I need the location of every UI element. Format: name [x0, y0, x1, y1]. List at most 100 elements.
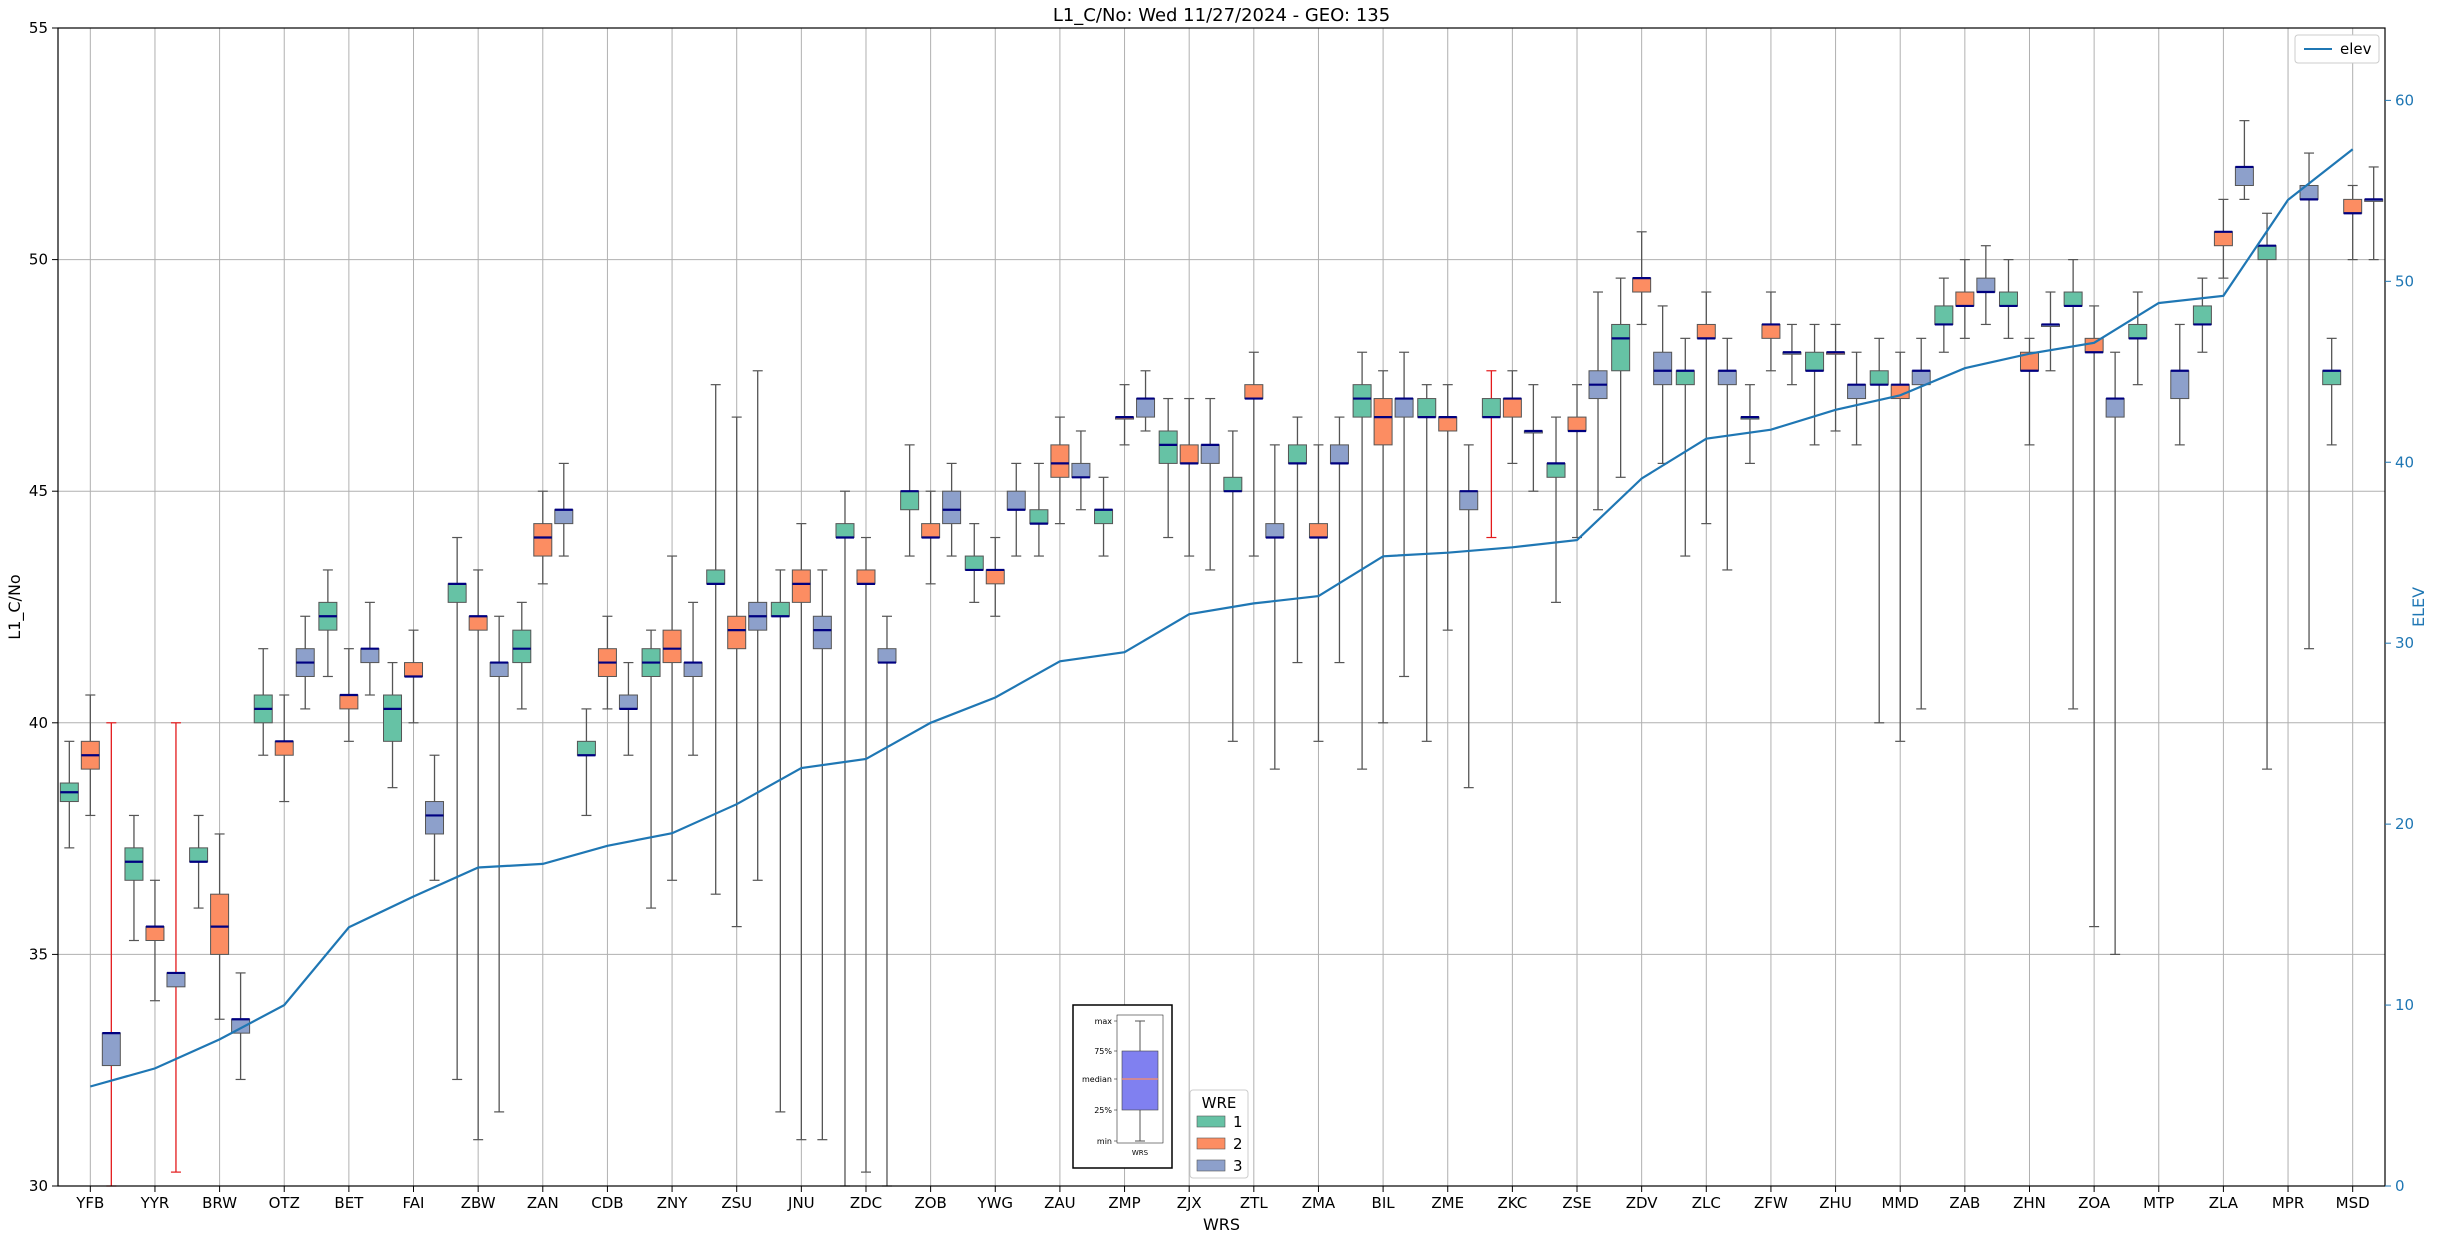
box-MMD-wre3 — [1911, 337, 1931, 710]
box-ZFW-wre3 — [1782, 323, 1802, 386]
box-MTP-wre1 — [2128, 291, 2148, 386]
box-ZTL-wre3 — [1265, 444, 1285, 770]
iqr-box — [1546, 462, 1566, 478]
box-BRW-wre1 — [189, 814, 209, 909]
x-axis-label: WRS — [1203, 1215, 1240, 1234]
box-YYR-wre2 — [145, 879, 165, 1002]
wre-legend-label: 2 — [1233, 1135, 1243, 1153]
y-axis-label: L1_C/No — [5, 574, 25, 639]
iqr-box — [339, 694, 359, 710]
x-tick-label: FAI — [403, 1194, 425, 1212]
wre-legend-title: WRE — [1202, 1094, 1237, 1112]
box-ZHN-wre3 — [2040, 291, 2060, 372]
iqr-box — [2063, 291, 2083, 307]
iqr-box — [166, 972, 186, 988]
x-tick-label: ZKC — [1497, 1194, 1527, 1212]
y-tick-label: 45 — [29, 482, 48, 500]
box-JNU-wre1 — [770, 569, 790, 1113]
iqr-box — [2343, 198, 2363, 214]
box-MMD-wre2 — [1890, 351, 1910, 742]
y2-tick-label: 30 — [2395, 634, 2414, 652]
right-y-axis-label: ELEV — [2409, 587, 2428, 627]
box-ZAB-wre2 — [1955, 259, 1975, 339]
iqr-box — [706, 569, 726, 585]
box-ZMP-wre3 — [1136, 370, 1156, 432]
x-tick-label: MPR — [2272, 1194, 2304, 1212]
iqr-box — [1976, 277, 1996, 293]
box-ZAU-wre2 — [1050, 416, 1070, 525]
x-tick-label: ZOA — [2078, 1194, 2111, 1212]
iqr-box — [1223, 476, 1243, 492]
box-BRW-wre2 — [210, 833, 230, 1020]
iqr-box — [1998, 291, 2018, 307]
box-YWG-wre2 — [985, 536, 1005, 617]
iqr-box — [921, 523, 941, 539]
box-ZBW-wre3 — [489, 615, 509, 1113]
box-YYR-wre1 — [124, 814, 144, 942]
iqr-box — [2128, 323, 2148, 339]
box-ZKC-wre2 — [1502, 370, 1522, 465]
x-tick-label: ZLC — [1692, 1194, 1721, 1212]
box-ZBW-wre1 — [447, 536, 467, 1081]
box-ZDV-wre1 — [1611, 277, 1631, 478]
box-ZKC-wre3 — [1523, 384, 1543, 492]
box-MMD-wre1 — [1869, 337, 1889, 724]
y-tick-label: 40 — [29, 714, 48, 732]
box-FAI-wre3 — [425, 754, 445, 881]
box-YWG-wre3 — [1006, 462, 1026, 557]
box-ZLA-wre1 — [2192, 277, 2212, 353]
box-OTZ-wre3 — [295, 615, 315, 710]
iqr-box — [1287, 444, 1307, 464]
iqr-box — [1805, 351, 1825, 372]
grid-layer — [58, 27, 2385, 1187]
x-tick-label: MTP — [2143, 1194, 2174, 1212]
iqr-box — [683, 662, 703, 677]
x-tick-label: BRW — [202, 1194, 237, 1212]
x-tick-label: ZNY — [657, 1194, 688, 1212]
x-tick-label: ZFW — [1754, 1194, 1788, 1212]
inset-label: 75% — [1094, 1047, 1112, 1056]
iqr-box — [189, 847, 209, 863]
box-ZME-wre3 — [1459, 444, 1479, 789]
box-ZSU-wre3 — [748, 370, 768, 881]
x-tick-label: MSD — [2336, 1194, 2370, 1212]
axis-layer: 30 35 40 45 50 55 0 10 20 30 40 50 60 YFB YYR BRW OTZ BET… — [29, 19, 2414, 1212]
iqr-box — [770, 601, 790, 617]
iqr-box — [1847, 384, 1867, 400]
box-ZDC-wre1 — [835, 490, 855, 1187]
box-ZTL-wre2 — [1244, 351, 1264, 557]
iqr-box — [1761, 323, 1781, 339]
box-JNU-wre3 — [812, 569, 832, 1141]
wre-legend-box — [1189, 1089, 1249, 1179]
wre-legend-entries: 1 2 3 — [1196, 1113, 1243, 1175]
iqr-box — [2213, 231, 2233, 247]
iqr-box — [1094, 509, 1114, 525]
iqr-box — [2192, 305, 2212, 325]
iqr-box — [1567, 416, 1587, 432]
box-ZBW-wre2 — [468, 569, 488, 1141]
x-tick-label: ZAN — [527, 1194, 559, 1212]
inset-label: min — [1097, 1137, 1112, 1146]
x-tick-label: ZSE — [1562, 1194, 1591, 1212]
box-MSD-wre3 — [2364, 166, 2384, 261]
iqr-box — [1179, 444, 1199, 464]
plot-frame — [57, 27, 2386, 1187]
box-ZFW-wre1 — [1740, 384, 1760, 465]
iqr-box — [618, 694, 638, 710]
x-tick-label: ZHN — [2013, 1194, 2046, 1212]
box-ZOB-wre1 — [900, 444, 920, 557]
iqr-box — [1308, 523, 1328, 539]
iqr-box — [404, 662, 424, 677]
box-key-inset: max 75% median 25% min WRS — [1072, 1004, 1173, 1169]
x-tick-label: MMD — [1881, 1194, 1918, 1212]
iqr-box — [2322, 370, 2342, 386]
wre-legend-label: 1 — [1233, 1113, 1243, 1131]
iqr-box — [533, 523, 553, 557]
box-ZMP-wre2 — [1115, 384, 1135, 446]
box-ZDC-wre2 — [856, 536, 876, 1173]
x-tick-label: ZMA — [1302, 1194, 1336, 1212]
iqr-box — [1481, 398, 1501, 418]
x-tick-label: ZDC — [850, 1194, 882, 1212]
inset-label: 25% — [1094, 1106, 1112, 1115]
